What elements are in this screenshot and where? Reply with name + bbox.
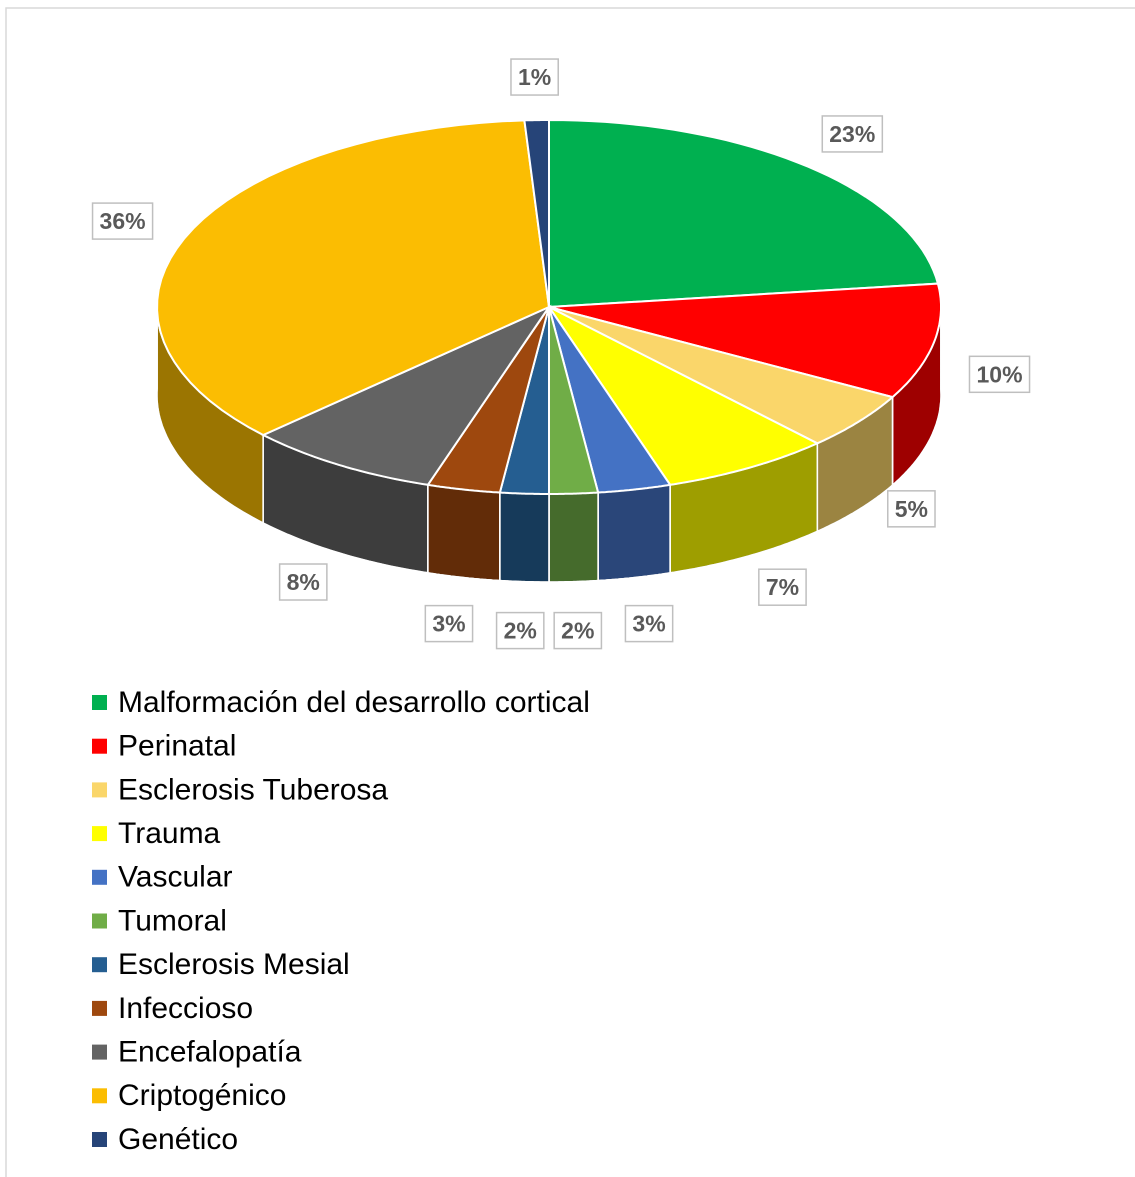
slice-side-shade <box>499 491 550 583</box>
data-label: 5% <box>895 496 928 522</box>
legend-label: Tumoral <box>118 904 227 937</box>
legend-swatch <box>92 826 107 842</box>
data-label: 36% <box>100 208 146 234</box>
slice <box>548 282 942 399</box>
legend-swatch <box>92 782 107 798</box>
legend-label: Vascular <box>118 861 233 894</box>
legend-label: Criptogénico <box>118 1079 286 1112</box>
slice <box>548 306 600 495</box>
data-label-box <box>758 568 807 606</box>
data-label: 7% <box>766 574 799 600</box>
slice <box>523 119 550 308</box>
data-label: 23% <box>829 121 875 147</box>
data-label: 1% <box>518 64 551 90</box>
data-label: 3% <box>432 611 465 637</box>
data-label-box <box>495 611 545 650</box>
legend-label: Trauma <box>118 817 221 850</box>
data-label: 10% <box>976 361 1022 387</box>
slice <box>548 118 940 309</box>
legend-swatch <box>92 957 107 973</box>
legend-swatch <box>92 738 107 754</box>
slice-side-shade <box>548 491 599 583</box>
chart-frame <box>5 7 1135 1177</box>
data-label-box <box>424 604 474 643</box>
data-label-box <box>624 604 674 643</box>
data-label-box <box>968 355 1031 394</box>
slice <box>260 304 552 486</box>
data-label: 2% <box>504 618 537 644</box>
data-label-box <box>278 563 328 601</box>
legend-label: Encefalopatía <box>118 1036 302 1069</box>
data-label-box <box>821 115 884 153</box>
data-label: 8% <box>287 569 320 595</box>
legend-label: Genético <box>118 1123 238 1156</box>
slice <box>548 306 672 494</box>
legend-label: Esclerosis Tuberosa <box>118 773 388 806</box>
legend-label: Malformación del desarrollo cortical <box>118 686 590 719</box>
legend-swatch <box>92 695 107 710</box>
data-label-box <box>887 490 936 528</box>
slice-side-shade <box>427 483 501 582</box>
slice <box>548 306 820 486</box>
data-label: 3% <box>632 611 665 637</box>
data-label-box <box>510 58 559 96</box>
slice <box>156 119 551 437</box>
data-label-box <box>553 611 603 650</box>
data-label: 2% <box>561 618 594 644</box>
slice <box>548 306 895 445</box>
legend-label: Perinatal <box>118 730 236 763</box>
legend-swatch <box>92 1132 107 1147</box>
legend-label: Esclerosis Mesial <box>118 948 350 981</box>
legend-swatch <box>92 913 107 929</box>
legend-label: Infeccioso <box>118 992 253 1025</box>
slice <box>426 306 550 494</box>
legend-swatch <box>92 1044 107 1060</box>
data-label-box <box>91 202 154 240</box>
legend-swatch <box>92 1000 107 1016</box>
slice-side-shade <box>597 483 671 582</box>
legend-swatch <box>92 1088 107 1104</box>
legend-swatch <box>92 869 107 885</box>
